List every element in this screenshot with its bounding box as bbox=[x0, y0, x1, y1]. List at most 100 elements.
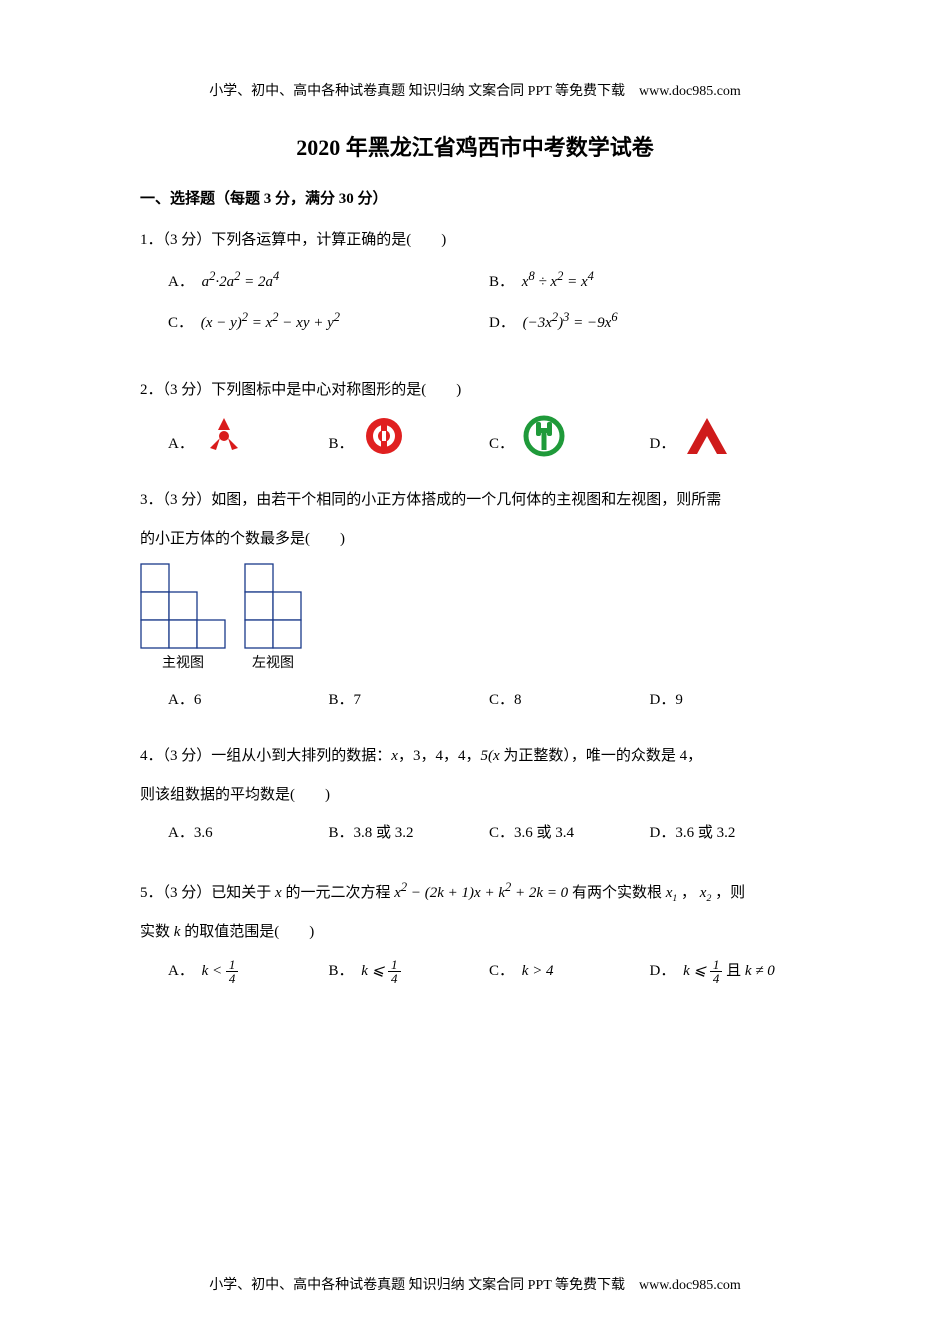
opt-label: A． bbox=[168, 430, 194, 459]
q5-e: ，则 bbox=[715, 885, 745, 901]
main-view: 主视图 bbox=[140, 563, 226, 678]
question-text-2: 的小正方体的个数最多是( ) bbox=[140, 525, 810, 554]
expr: k < bbox=[202, 963, 226, 979]
option-A: A．6 bbox=[168, 686, 329, 715]
var-x1: x1 bbox=[666, 885, 678, 901]
option-B: B． k ⩽ 14 bbox=[329, 957, 490, 986]
main-view-label: 主视图 bbox=[140, 651, 226, 678]
var-k: k bbox=[174, 924, 181, 940]
option-C: C． (x − y)2 = x2 − xy + y2 bbox=[168, 306, 489, 338]
q5-a: 5．（3 分）已知关于 bbox=[140, 885, 271, 901]
logo-icon-c bbox=[522, 414, 566, 458]
paren: ( ) bbox=[274, 924, 314, 940]
option-A: A．3.6 bbox=[168, 819, 329, 848]
option-B: B． x8 ÷ x2 = x4 bbox=[489, 265, 810, 297]
question-1: 1．（3 分）下列各运算中，计算正确的是( ) A． a2·2a2 = 2a4 … bbox=[140, 226, 810, 348]
var-x: x bbox=[391, 748, 398, 764]
expr: (−3x2)3 = −9x6 bbox=[523, 315, 618, 331]
q4-d: 则该组数据的平均数是 bbox=[140, 787, 290, 803]
paren: ( ) bbox=[406, 232, 446, 248]
page-footer: 小学、初中、高中各种试卷真题 知识归纳 文案合同 PPT 等免费下载 www.d… bbox=[0, 1274, 950, 1294]
opt-label: C． bbox=[489, 963, 514, 979]
question-5: 5．（3 分）已知关于 x 的一元二次方程 x2 − (2k + 1)x + k… bbox=[140, 876, 810, 986]
expr: x8 ÷ x2 = x4 bbox=[522, 274, 594, 290]
opt-label: C． bbox=[489, 430, 514, 459]
var-x2: x2 bbox=[700, 885, 712, 901]
section-1-title: 一、选择题（每题 3 分，满分 30 分） bbox=[140, 187, 810, 208]
option-B: B．7 bbox=[329, 686, 490, 715]
left-view-grid bbox=[244, 563, 302, 649]
left-view: 左视图 bbox=[244, 563, 302, 678]
options: A． a2·2a2 = 2a4 B． x8 ÷ x2 = x4 C． (x − … bbox=[168, 265, 810, 348]
question-2: 2．（3 分）下列图标中是中心对称图形的是( ) A． B． bbox=[140, 376, 810, 459]
expr: k ⩽ bbox=[683, 963, 710, 979]
question-text-2: 实数 k 的取值范围是( ) bbox=[140, 918, 810, 947]
q5-d: ， bbox=[681, 885, 696, 901]
question-text-2: 则该组数据的平均数是( ) bbox=[140, 781, 810, 810]
opt-label: D． bbox=[650, 430, 676, 459]
q2-stem: 2．（3 分）下列图标中是中心对称图形的是 bbox=[140, 382, 421, 398]
options: A．3.6 B．3.8 或 3.2 C．3.6 或 3.4 D．3.6 或 3.… bbox=[168, 819, 810, 848]
left-view-label: 左视图 bbox=[244, 651, 302, 678]
q4-b: ，3，4，4， bbox=[398, 748, 481, 764]
question-text: 2．（3 分）下列图标中是中心对称图形的是( ) bbox=[140, 376, 810, 405]
var-x: x bbox=[275, 885, 282, 901]
option-D: D． k ⩽ 14 且 k ≠ 0 bbox=[650, 957, 811, 986]
views-diagram: 主视图 左视图 bbox=[140, 563, 810, 678]
question-text: 5．（3 分）已知关于 x 的一元二次方程 x2 − (2k + 1)x + k… bbox=[140, 876, 810, 909]
logo-icon-b bbox=[362, 414, 406, 458]
expr: k ⩽ bbox=[361, 963, 388, 979]
options: A． B． C． bbox=[168, 414, 810, 458]
var-5x: 5(x bbox=[480, 748, 499, 764]
question-text: 1．（3 分）下列各运算中，计算正确的是( ) bbox=[140, 226, 810, 255]
q3-stem-a: 3．（3 分）如图，由若干个相同的小正方体搭成的一个几何体的主视图和左视图，则所… bbox=[140, 492, 721, 508]
logo-icon-a bbox=[202, 414, 246, 458]
option-B: B．3.8 或 3.2 bbox=[329, 819, 490, 848]
q5-f: 实数 bbox=[140, 924, 170, 940]
frac: 14 bbox=[388, 958, 401, 985]
question-3: 3．（3 分）如图，由若干个相同的小正方体搭成的一个几何体的主视图和左视图，则所… bbox=[140, 486, 810, 714]
paren: ( ) bbox=[421, 382, 461, 398]
option-A: A． bbox=[168, 414, 329, 458]
option-C: C．3.6 或 3.4 bbox=[489, 819, 650, 848]
question-text: 3．（3 分）如图，由若干个相同的小正方体搭成的一个几何体的主视图和左视图，则所… bbox=[140, 486, 810, 515]
opt-label: C． bbox=[168, 315, 193, 331]
q4-c: 为正整数），唯一的众数是 4， bbox=[500, 748, 703, 764]
option-D: D．3.6 或 3.2 bbox=[650, 819, 811, 848]
q4-a: 4．（3 分）一组从小到大排列的数据： bbox=[140, 748, 391, 764]
opt-label: A． bbox=[168, 274, 194, 290]
question-4: 4．（3 分）一组从小到大排列的数据：x，3，4，4，5(x 为正整数），唯一的… bbox=[140, 742, 810, 848]
q1-stem: 1．（3 分）下列各运算中，计算正确的是 bbox=[140, 232, 406, 248]
q5-g: 的取值范围是 bbox=[184, 924, 274, 940]
frac: 14 bbox=[710, 958, 723, 985]
eq: x2 − (2k + 1)x + k2 + 2k = 0 bbox=[394, 885, 568, 901]
tail: 且 k ≠ 0 bbox=[726, 963, 775, 979]
options: A．6 B．7 C．8 D．9 bbox=[168, 686, 810, 715]
opt-label: A． bbox=[168, 963, 194, 979]
frac: 14 bbox=[226, 958, 239, 985]
q3-stem-b: 的小正方体的个数最多是 bbox=[140, 531, 305, 547]
q5-c: 有两个实数根 bbox=[572, 885, 662, 901]
expr: (x − y)2 = x2 − xy + y2 bbox=[201, 315, 340, 331]
option-C: C． bbox=[489, 414, 650, 458]
paren: ( ) bbox=[290, 787, 330, 803]
q5-b: 的一元二次方程 bbox=[285, 885, 390, 901]
options: A． k < 14 B． k ⩽ 14 C． k > 4 D． k ⩽ 14 且… bbox=[168, 957, 810, 986]
option-C: C． k > 4 bbox=[489, 957, 650, 986]
option-D: D． bbox=[650, 414, 811, 458]
expr: k > 4 bbox=[522, 963, 554, 979]
opt-label: B． bbox=[329, 963, 354, 979]
option-B: B． bbox=[329, 414, 490, 458]
option-A: A． k < 14 bbox=[168, 957, 329, 986]
logo-icon-d bbox=[683, 414, 731, 458]
opt-label: D． bbox=[489, 315, 515, 331]
expr: a2·2a2 = 2a4 bbox=[202, 274, 280, 290]
opt-label: D． bbox=[650, 963, 676, 979]
page-header: 小学、初中、高中各种试卷真题 知识归纳 文案合同 PPT 等免费下载 www.d… bbox=[140, 80, 810, 100]
option-C: C．8 bbox=[489, 686, 650, 715]
main-view-grid bbox=[140, 563, 226, 649]
paren: ( ) bbox=[305, 531, 345, 547]
exam-title: 2020 年黑龙江省鸡西市中考数学试卷 bbox=[140, 130, 810, 162]
option-A: A． a2·2a2 = 2a4 bbox=[168, 265, 489, 297]
question-text: 4．（3 分）一组从小到大排列的数据：x，3，4，4，5(x 为正整数），唯一的… bbox=[140, 742, 810, 771]
